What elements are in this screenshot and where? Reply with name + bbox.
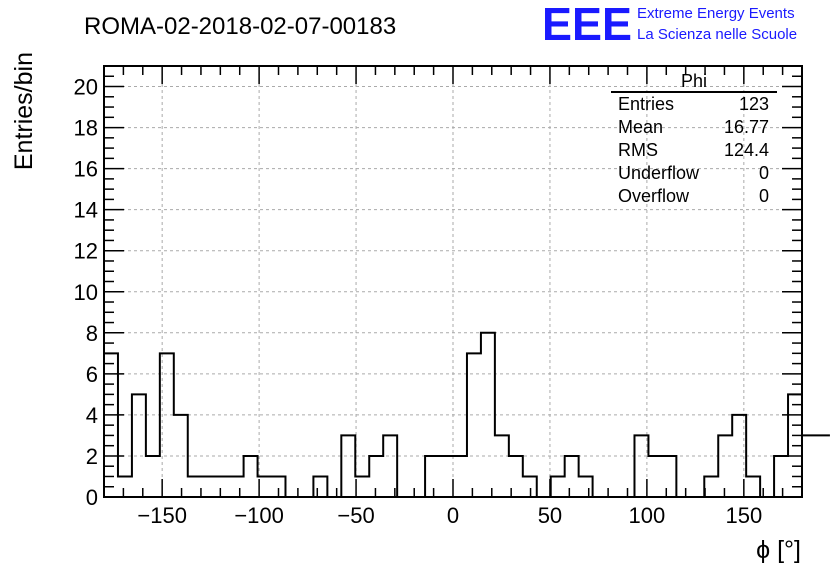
- stats-label-rms: RMS: [618, 140, 658, 160]
- plot-frame: [103, 65, 803, 498]
- logo-line-1: Extreme Energy Events: [637, 5, 795, 22]
- stats-value-rms: 124.4: [724, 140, 769, 160]
- stats-value-overflow: 0: [759, 186, 769, 206]
- y-tick-label: 18: [74, 116, 98, 141]
- stats-label-mean: Mean: [618, 117, 663, 137]
- x-tick-label: −50: [337, 503, 374, 528]
- logo-line-2: La Scienza nelle Scuole: [637, 26, 797, 43]
- y-tick-label: 0: [86, 485, 98, 510]
- x-tick-label: 0: [447, 503, 459, 528]
- chart-title: ROMA-02-2018-02-07-00183: [84, 13, 396, 40]
- stats-value-underflow: 0: [759, 163, 769, 183]
- eee-logo: EEE Extreme Energy Events La Scienza nel…: [542, 0, 797, 50]
- y-tick-label: 20: [74, 75, 98, 100]
- y-tick-label: 10: [74, 280, 98, 305]
- grid-lines: [104, 66, 802, 497]
- y-tick-label: 6: [86, 362, 98, 387]
- x-tick-label: 150: [725, 503, 762, 528]
- stats-box-title: Phi: [681, 71, 707, 91]
- tick-labels: −150 −100 −50 0 50 100 150 0 2 4 6 8 10 12 14 16 18 20: [74, 75, 763, 528]
- stats-value-mean: 16.77: [724, 117, 769, 137]
- y-tick-label: 12: [74, 239, 98, 264]
- x-tick-label: 100: [629, 503, 666, 528]
- stats-label-underflow: Underflow: [618, 163, 700, 183]
- stats-label-entries: Entries: [618, 94, 674, 114]
- y-tick-label: 4: [86, 403, 98, 428]
- stats-box: Phi Entries 123 Mean 16.77 RMS 124.4 Und…: [611, 71, 777, 206]
- x-axis-label: ϕ [°]: [756, 536, 801, 564]
- y-tick-label: 2: [86, 444, 98, 469]
- histogram-outline: [104, 331, 830, 498]
- y-tick-label: 14: [74, 198, 98, 223]
- axis-ticks: [104, 65, 802, 498]
- eee-logo-mark: EEE: [542, 0, 632, 50]
- y-tick-label: 8: [86, 321, 98, 346]
- stats-value-entries: 123: [739, 94, 769, 114]
- x-tick-label: −150: [137, 503, 187, 528]
- x-tick-label: 50: [538, 503, 562, 528]
- y-tick-label: 16: [74, 157, 98, 182]
- x-tick-label: −100: [234, 503, 284, 528]
- stats-label-overflow: Overflow: [618, 186, 690, 206]
- y-axis-label: Entries/bin: [10, 52, 38, 170]
